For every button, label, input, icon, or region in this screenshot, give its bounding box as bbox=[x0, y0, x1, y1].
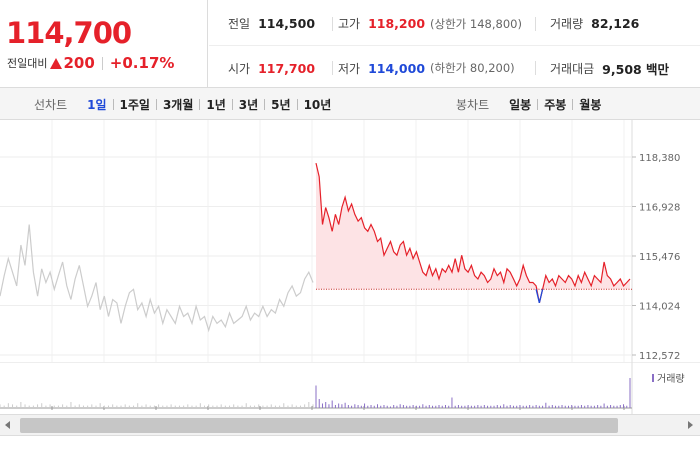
toolbar-divider bbox=[537, 98, 539, 110]
price-summary: 114,700 전일대비 200 +0.17% bbox=[0, 0, 208, 88]
line-chart-periods: 선차트 1일 1주일 3개월 1년 3년 5년 10년 bbox=[34, 88, 337, 120]
volume-value: 82,126 bbox=[591, 16, 640, 31]
change-label: 전일대비 bbox=[7, 57, 48, 70]
prev-close-cell: 전일 114,500 bbox=[228, 16, 315, 32]
stats-divider bbox=[535, 61, 536, 75]
stats-divider bbox=[535, 16, 536, 31]
open-cell: 시가 117,700 bbox=[228, 60, 315, 76]
lower-limit: (하한가 80,200) bbox=[430, 61, 515, 75]
chart-scrollbar[interactable] bbox=[0, 414, 700, 436]
open-value: 117,700 bbox=[258, 60, 316, 76]
volume-cell: 거래량 82,126 bbox=[550, 16, 639, 32]
period-3m-button[interactable]: 3개월 bbox=[162, 97, 194, 112]
current-price: 114,700 bbox=[6, 16, 132, 50]
open-label: 시가 bbox=[228, 61, 251, 76]
stats-row-1: 전일 114,500 고가 118,200 (상한가 148,800) 거래량 … bbox=[209, 2, 700, 46]
period-1y-button[interactable]: 1년 bbox=[206, 97, 226, 112]
amount-cell: 거래대금 9,508 백만 bbox=[550, 60, 670, 77]
toolbar-divider bbox=[199, 98, 201, 110]
quote-header: 114,700 전일대비 200 +0.17% 전일 114,500 고가 11… bbox=[0, 0, 700, 88]
amount-value: 9,508 백만 bbox=[602, 61, 670, 77]
change-amount-wrap: 200 bbox=[47, 54, 95, 72]
today-line bbox=[315, 162, 631, 304]
candle-monthly-button[interactable]: 월봉 bbox=[579, 97, 602, 112]
scroll-thumb[interactable] bbox=[20, 418, 618, 433]
chart-toolbar: 선차트 1일 1주일 3개월 1년 3년 5년 10년 봉차트 일봉 주봉 월봉 bbox=[0, 88, 700, 120]
price-chart: 118,380 116,928 115,476 114,024 112,572 bbox=[0, 120, 680, 362]
today-line-below-segment bbox=[535, 289, 540, 304]
volume-legend-label: 거래량 bbox=[657, 373, 685, 385]
stats-divider bbox=[332, 16, 333, 31]
candle-weekly-button[interactable]: 주봉 bbox=[544, 97, 567, 112]
period-1w-button[interactable]: 1주일 bbox=[119, 97, 150, 112]
upper-limit: (상한가 148,800) bbox=[430, 16, 522, 31]
candle-chart-periods: 봉차트 일봉 주봉 월봉 bbox=[456, 88, 607, 120]
amount-label: 거래대금 bbox=[550, 61, 595, 76]
prev-close-label: 전일 bbox=[228, 17, 251, 31]
toolbar-divider bbox=[112, 98, 114, 110]
change-row: 전일대비 200 +0.17% bbox=[7, 54, 174, 72]
volume-grid bbox=[0, 362, 700, 414]
change-divider bbox=[101, 56, 103, 70]
low-cell: 저가 114,000 (하한가 80,200) bbox=[338, 60, 515, 76]
period-5y-button[interactable]: 5년 bbox=[271, 97, 291, 112]
stats-divider bbox=[332, 61, 333, 75]
y-axis-ticks: 118,380 116,928 115,476 114,024 112,572 bbox=[632, 153, 680, 362]
y-tick-label: 116,928 bbox=[639, 203, 680, 214]
scroll-right-arrow-icon[interactable] bbox=[688, 421, 693, 429]
volume-chart: 거래량 bbox=[0, 362, 700, 414]
high-label: 고가 bbox=[338, 17, 361, 31]
volume-bars bbox=[0, 378, 631, 408]
today-area-fill bbox=[316, 163, 630, 290]
line-chart-label: 선차트 bbox=[34, 97, 68, 112]
volume-label: 거래량 bbox=[550, 17, 584, 31]
y-tick-label: 112,572 bbox=[639, 351, 680, 362]
low-label: 저가 bbox=[338, 61, 361, 76]
period-3y-button[interactable]: 3년 bbox=[238, 97, 259, 112]
prev-day-line bbox=[0, 224, 314, 333]
up-triangle-icon bbox=[50, 57, 63, 69]
high-cell: 고가 118,200 (상한가 148,800) bbox=[338, 16, 522, 32]
toolbar-divider bbox=[296, 98, 298, 110]
low-value: 114,000 bbox=[368, 60, 426, 76]
candle-chart-label: 봉차트 bbox=[456, 97, 490, 112]
today-line-below-segment bbox=[538, 289, 544, 304]
period-10y-button[interactable]: 10년 bbox=[303, 97, 332, 112]
scroll-left-arrow-icon[interactable] bbox=[5, 421, 10, 429]
y-tick-label: 115,476 bbox=[639, 252, 680, 263]
y-tick-label: 114,024 bbox=[639, 302, 680, 313]
high-value: 118,200 bbox=[368, 16, 426, 31]
y-tick-label: 118,380 bbox=[639, 153, 680, 164]
toolbar-divider bbox=[572, 98, 574, 110]
quote-stats: 전일 114,500 고가 118,200 (상한가 148,800) 거래량 … bbox=[209, 0, 700, 88]
period-1d-button[interactable]: 1일 bbox=[87, 97, 107, 112]
change-amount: 200 bbox=[63, 54, 95, 72]
volume-legend-swatch bbox=[652, 374, 654, 382]
prev-close-value: 114,500 bbox=[258, 16, 316, 31]
toolbar-divider bbox=[264, 98, 266, 110]
candle-daily-button[interactable]: 일봉 bbox=[509, 97, 532, 112]
change-percent: +0.17% bbox=[109, 54, 175, 72]
toolbar-divider bbox=[155, 98, 157, 110]
toolbar-divider bbox=[231, 98, 233, 110]
chart-series bbox=[0, 162, 632, 333]
stats-row-2: 시가 117,700 저가 114,000 (하한가 80,200) 거래대금 … bbox=[209, 46, 700, 90]
